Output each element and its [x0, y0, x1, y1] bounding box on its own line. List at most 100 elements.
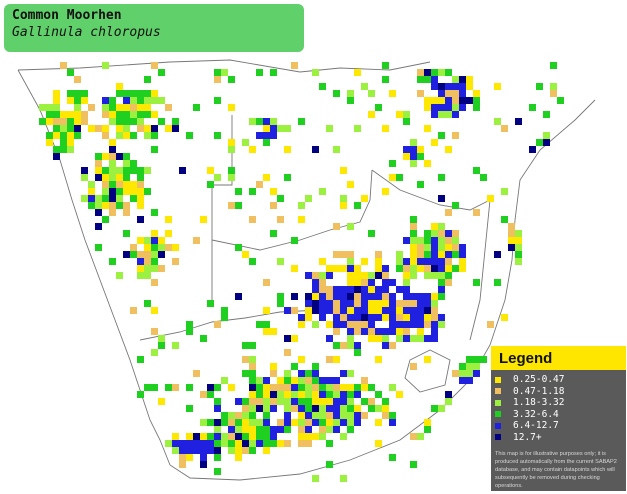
- grid-cell: [60, 132, 67, 139]
- grid-cell: [172, 118, 179, 125]
- grid-cell: [256, 426, 263, 433]
- grid-cell: [305, 307, 312, 314]
- grid-cell: [270, 370, 277, 377]
- grid-cell: [347, 90, 354, 97]
- grid-cell: [298, 356, 305, 363]
- grid-cell: [221, 314, 228, 321]
- grid-cell: [256, 405, 263, 412]
- grid-cell: [137, 174, 144, 181]
- grid-cell: [242, 440, 249, 447]
- grid-cell: [151, 237, 158, 244]
- grid-cell: [375, 293, 382, 300]
- grid-cell: [116, 90, 123, 97]
- grid-cell: [200, 447, 207, 454]
- grid-cell: [431, 83, 438, 90]
- grid-cell: [403, 286, 410, 293]
- grid-cell: [242, 447, 249, 454]
- grid-cell: [158, 244, 165, 251]
- grid-cell: [284, 125, 291, 132]
- grid-cell: [228, 202, 235, 209]
- grid-cell: [417, 146, 424, 153]
- grid-cell: [459, 76, 466, 83]
- grid-cell: [298, 216, 305, 223]
- grid-cell: [130, 188, 137, 195]
- grid-cell: [116, 202, 123, 209]
- grid-cell: [326, 419, 333, 426]
- grid-cell: [354, 300, 361, 307]
- grid-cell: [256, 69, 263, 76]
- grid-cell: [389, 174, 396, 181]
- grid-cell: [249, 405, 256, 412]
- grid-cell: [340, 419, 347, 426]
- grid-cell: [116, 153, 123, 160]
- grid-cell: [123, 90, 130, 97]
- grid-cell: [424, 272, 431, 279]
- grid-cell: [417, 321, 424, 328]
- common-name: Common Moorhen: [12, 8, 122, 23]
- grid-cell: [67, 69, 74, 76]
- grid-cell: [214, 132, 221, 139]
- grid-cell: [123, 251, 130, 258]
- grid-cell: [249, 412, 256, 419]
- grid-cell: [438, 69, 445, 76]
- grid-cell: [375, 335, 382, 342]
- grid-cell: [368, 405, 375, 412]
- grid-cell: [452, 132, 459, 139]
- grid-cell: [403, 265, 410, 272]
- grid-cell: [424, 426, 431, 433]
- grid-cell: [74, 118, 81, 125]
- grid-cell: [298, 202, 305, 209]
- grid-cell: [102, 153, 109, 160]
- grid-cell: [88, 104, 95, 111]
- grid-cell: [298, 419, 305, 426]
- grid-cell: [431, 321, 438, 328]
- grid-cell: [249, 433, 256, 440]
- grid-cell: [158, 237, 165, 244]
- grid-cell: [186, 447, 193, 454]
- grid-cell: [410, 258, 417, 265]
- grid-cell: [340, 195, 347, 202]
- grid-cell: [137, 97, 144, 104]
- grid-cell: [53, 104, 60, 111]
- grid-cell: [431, 237, 438, 244]
- grid-cell: [186, 440, 193, 447]
- grid-cell: [347, 300, 354, 307]
- grid-cell: [424, 307, 431, 314]
- grid-cell: [389, 412, 396, 419]
- grid-cell: [67, 90, 74, 97]
- grid-cell: [375, 307, 382, 314]
- grid-cell: [312, 286, 319, 293]
- grid-cell: [151, 146, 158, 153]
- grid-cell: [382, 412, 389, 419]
- grid-cell: [130, 118, 137, 125]
- grid-cell: [403, 237, 410, 244]
- grid-cell: [354, 279, 361, 286]
- grid-cell: [74, 90, 81, 97]
- grid-cell: [144, 90, 151, 97]
- grid-cell: [375, 104, 382, 111]
- grid-cell: [102, 111, 109, 118]
- grid-cell: [445, 279, 452, 286]
- grid-cell: [410, 223, 417, 230]
- grid-cell: [277, 195, 284, 202]
- grid-cell: [158, 97, 165, 104]
- grid-cell: [158, 118, 165, 125]
- grid-cell: [431, 97, 438, 104]
- grid-cell: [186, 328, 193, 335]
- grid-cell: [270, 230, 277, 237]
- grid-cell: [137, 265, 144, 272]
- grid-cell: [354, 405, 361, 412]
- grid-cell: [312, 300, 319, 307]
- grid-cell: [326, 125, 333, 132]
- grid-cell: [459, 377, 466, 384]
- grid-cell: [368, 321, 375, 328]
- grid-cell: [298, 405, 305, 412]
- grid-cell: [165, 440, 172, 447]
- grid-cell: [116, 181, 123, 188]
- grid-cell: [319, 307, 326, 314]
- grid-cell: [333, 300, 340, 307]
- grid-cell: [312, 384, 319, 391]
- grid-cell: [46, 111, 53, 118]
- grid-cell: [109, 160, 116, 167]
- grid-cell: [53, 111, 60, 118]
